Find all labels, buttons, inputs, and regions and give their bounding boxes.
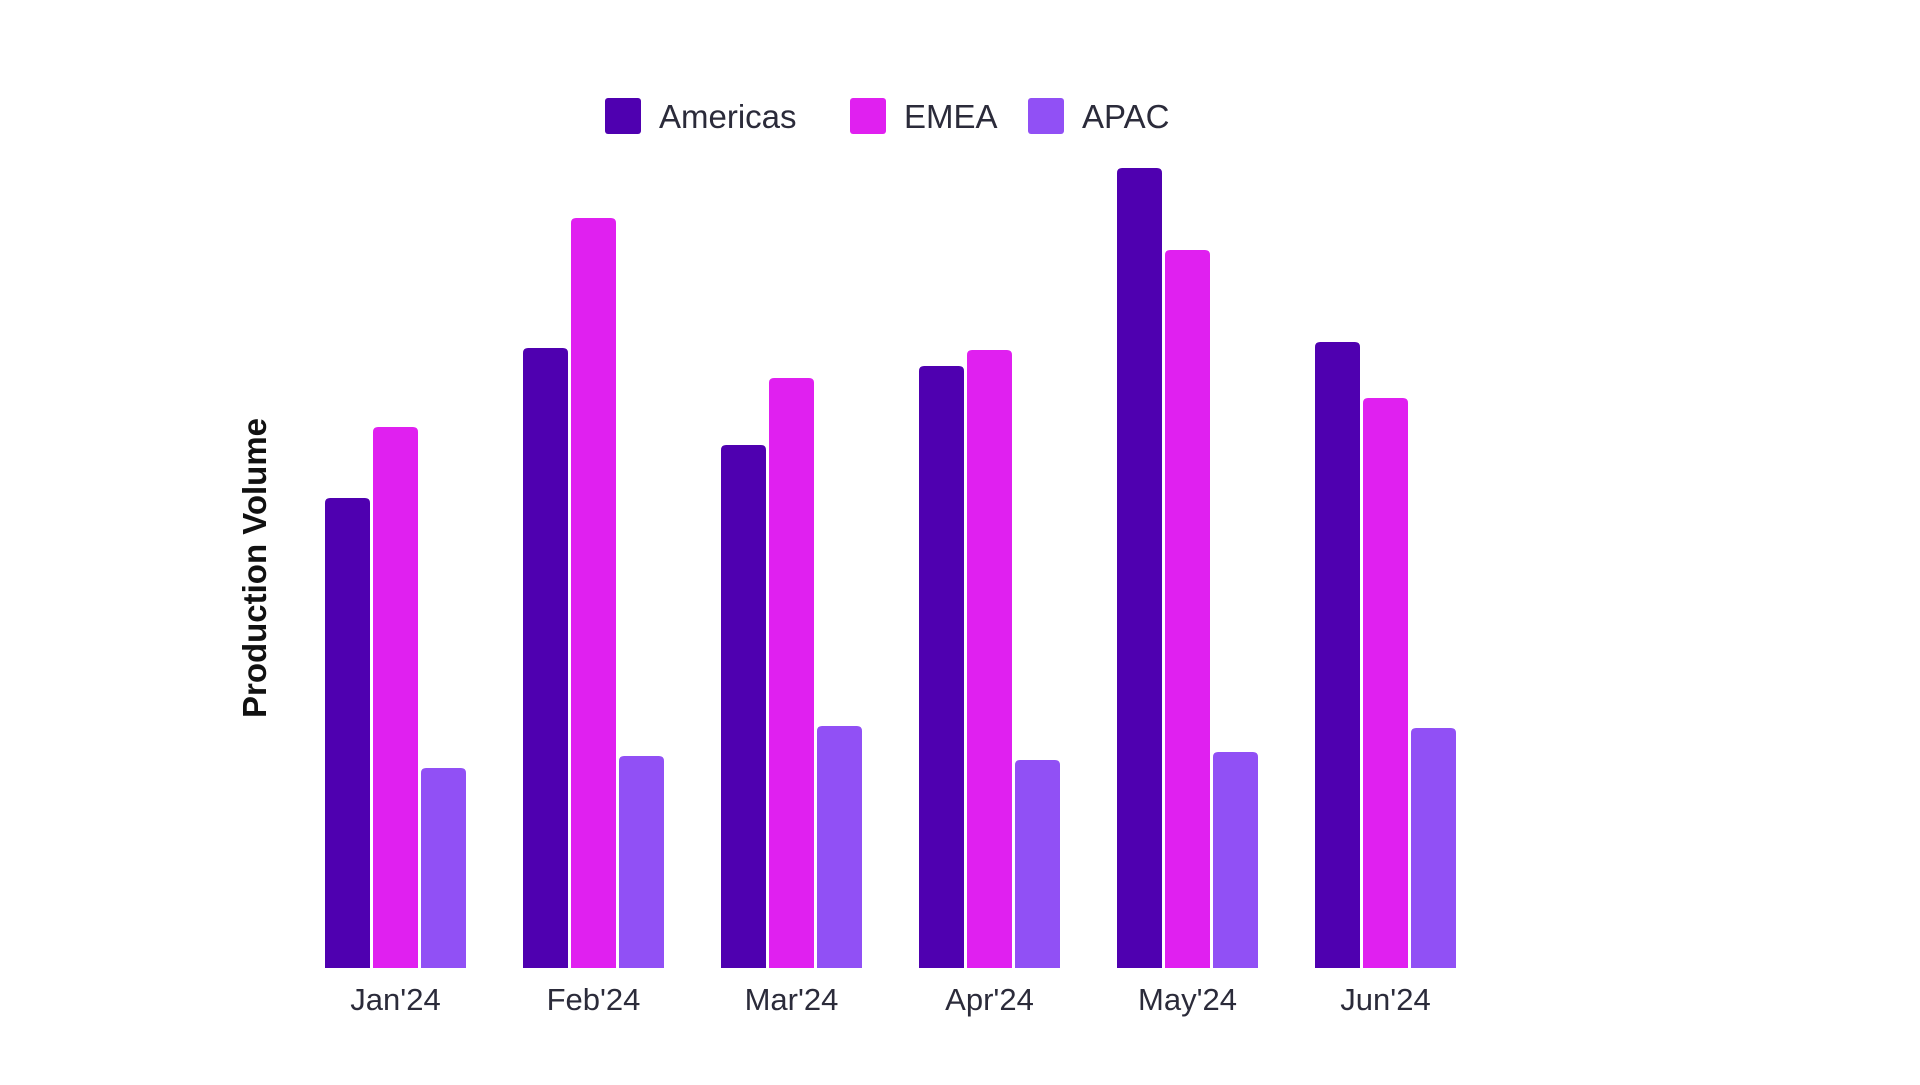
bar-americas-jan-24 [325,498,370,968]
legend-item-americas: Americas [605,98,797,135]
y-axis-label: Production Volume [236,418,273,718]
bar-americas-apr-24 [919,366,964,968]
x-tick-label-mar-24: Mar'24 [745,982,839,1017]
x-tick-label-jan-24: Jan'24 [350,982,440,1017]
legend-swatch-emea [850,98,886,134]
legend-label-americas: Americas [659,98,797,135]
legend: Americas EMEA APAC [605,98,1169,135]
legend-swatch-apac [1028,98,1064,134]
x-tick-label-jun-24: Jun'24 [1340,982,1430,1017]
bar-apac-may-24 [1213,752,1258,968]
bar-apac-feb-24 [619,756,664,968]
bar-americas-mar-24 [721,445,766,968]
bar-apac-mar-24 [817,726,862,968]
bar-apac-jun-24 [1411,728,1456,968]
bar-emea-mar-24 [769,378,814,968]
legend-item-emea: EMEA [850,98,998,135]
bar-americas-feb-24 [523,348,568,968]
bar-emea-apr-24 [967,350,1012,968]
legend-item-apac: APAC [1028,98,1169,135]
bar-emea-feb-24 [571,218,616,968]
bar-apac-apr-24 [1015,760,1060,968]
bar-americas-jun-24 [1315,342,1360,968]
bar-apac-jan-24 [421,768,466,968]
x-axis-tick-labels: Jan'24 Feb'24 Mar'24 Apr'24 May'24 Jun'24 [350,982,1430,1017]
x-tick-label-apr-24: Apr'24 [945,982,1034,1017]
x-tick-label-feb-24: Feb'24 [547,982,641,1017]
legend-label-apac: APAC [1082,98,1169,135]
legend-swatch-americas [605,98,641,134]
bars [325,168,1456,968]
bar-emea-may-24 [1165,250,1210,968]
x-tick-label-may-24: May'24 [1138,982,1237,1017]
bar-emea-jun-24 [1363,398,1408,968]
bar-americas-may-24 [1117,168,1162,968]
legend-label-emea: EMEA [904,98,998,135]
bar-emea-jan-24 [373,427,418,968]
